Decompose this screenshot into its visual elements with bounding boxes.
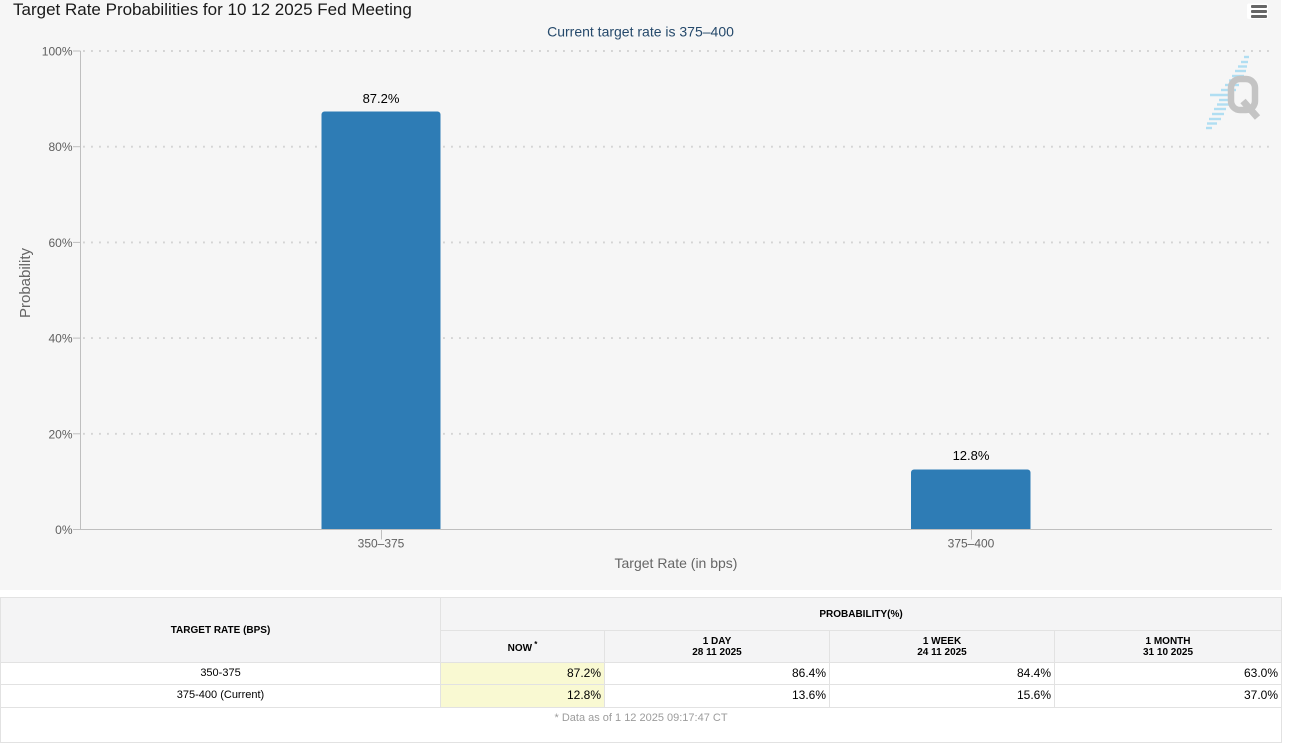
svg-text:Current target rate is 375–400: Current target rate is 375–400 [547,24,734,40]
svg-text:Target Rate Probabilities for: Target Rate Probabilities for 10 12 2025… [13,0,412,19]
svg-text:60%: 60% [48,236,72,250]
svg-text:40%: 40% [48,332,72,346]
svg-text:100%: 100% [42,45,73,59]
svg-text:Target Rate (in bps): Target Rate (in bps) [615,555,738,571]
svg-text:350–375: 350–375 [358,537,405,551]
svg-text:87.2%: 87.2% [363,91,400,106]
svg-text:Probability: Probability [17,247,34,318]
svg-text:375–400: 375–400 [948,537,995,551]
svg-text:0%: 0% [55,523,73,537]
svg-text:20%: 20% [48,427,72,441]
svg-text:80%: 80% [48,140,72,154]
svg-text:12.8%: 12.8% [953,448,990,463]
